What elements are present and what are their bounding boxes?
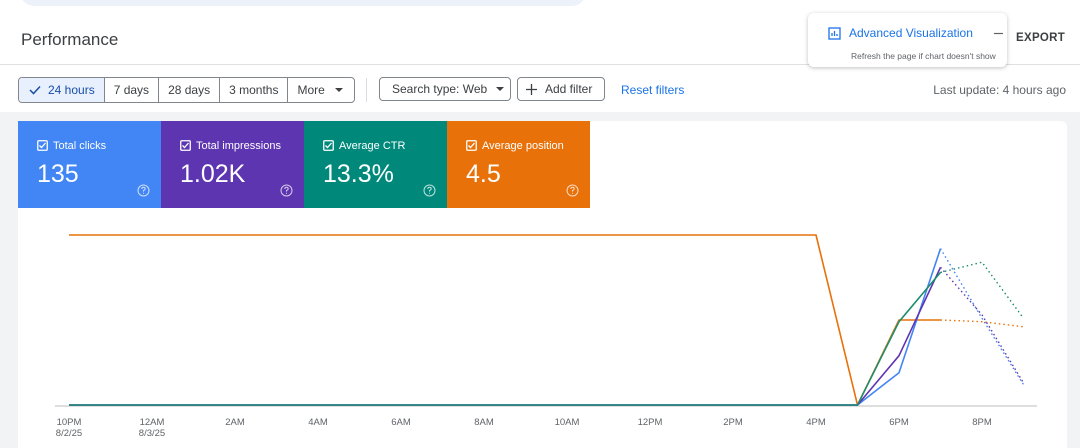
metric-value: 1.02K	[180, 160, 246, 188]
partial-data-line	[939, 248, 1025, 385]
x-tick-label: 10PM	[57, 417, 82, 428]
metric-value: 135	[37, 160, 79, 188]
checkbox-icon[interactable]	[323, 140, 334, 151]
help-icon[interactable]	[280, 184, 293, 197]
page-title: Performance	[21, 30, 119, 49]
x-tick-label: 6PM	[889, 417, 909, 428]
x-tick-label: 4AM	[308, 417, 328, 428]
metric-value: 13.3%	[323, 160, 394, 188]
x-date-label: 8/3/25	[139, 428, 165, 439]
popup-title[interactable]: Advanced Visualization	[849, 26, 973, 40]
help-circle	[566, 184, 579, 197]
metric-label: Average CTR	[339, 140, 406, 152]
date-range-group: 24 hours 7 days 28 days 3 months More	[18, 77, 355, 103]
date-range-chip[interactable]: 7 days	[103, 78, 158, 102]
checkbox-check	[325, 142, 332, 149]
checkbox-box	[323, 140, 334, 151]
x-tick-label: 2PM	[723, 417, 743, 428]
checkbox-icon[interactable]	[466, 140, 477, 151]
header-divider	[0, 64, 1080, 65]
checkbox-box	[466, 140, 477, 151]
add-filter-button[interactable]: Add filter	[517, 77, 605, 101]
date-range-chip[interactable]: More	[287, 78, 353, 102]
checkbox-check	[468, 142, 475, 149]
checkbox-check	[39, 142, 46, 149]
x-tick-label: 12AM	[140, 417, 165, 428]
data-line	[69, 271, 942, 406]
partial-data-line	[939, 266, 1025, 384]
search-bar-edge	[20, 0, 586, 6]
metric-value: 4.5	[466, 160, 501, 188]
help-mark	[284, 186, 289, 194]
help-mark	[427, 186, 432, 194]
date-range-label: 7 days	[113, 83, 150, 97]
data-line	[69, 248, 942, 406]
x-tick-label: 4PM	[806, 417, 826, 428]
export-button[interactable]: EXPORT	[1016, 32, 1066, 44]
x-tick-label: 8PM	[972, 417, 992, 428]
x-tick-label: 10AM	[555, 417, 580, 428]
metric-card[interactable]: Total clicks 135	[18, 121, 161, 208]
minimize-icon[interactable]	[994, 32, 1003, 35]
check-path	[29, 85, 41, 95]
metric-label: Average position	[482, 140, 564, 152]
x-tick-label: 12PM	[638, 417, 663, 428]
help-mark	[570, 186, 575, 194]
add-filter-label: Add filter	[545, 82, 593, 96]
reset-filters-link[interactable]: Reset filters	[621, 83, 685, 97]
dropdown-arrow	[334, 87, 343, 92]
search-type-button[interactable]: Search type: Web	[379, 77, 511, 101]
dropdown-arrow	[496, 86, 505, 91]
date-range-label: 28 days	[168, 83, 211, 97]
date-range-label: 3 months	[229, 83, 279, 97]
date-range-chip[interactable]: 3 months	[219, 78, 287, 102]
advanced-visualization-popup: Advanced Visualization Refresh the page …	[808, 13, 1007, 67]
filter-separator	[366, 78, 367, 102]
help-mark	[141, 186, 146, 194]
x-tick-label: 8AM	[474, 417, 494, 428]
check-icon	[29, 85, 41, 95]
arrow-path	[334, 87, 343, 92]
help-icon[interactable]	[566, 184, 579, 197]
date-range-chip[interactable]: 24 hours	[19, 78, 104, 102]
date-range-label: 24 hours	[48, 83, 95, 97]
search-type-label: Search type: Web	[392, 82, 488, 96]
checkbox-check	[182, 142, 189, 149]
x-tick-label: 6AM	[391, 417, 411, 428]
help-circle	[137, 184, 150, 197]
checkbox-icon[interactable]	[37, 140, 48, 151]
x-date-label: 8/2/25	[56, 428, 82, 439]
metric-card[interactable]: Total impressions 1.02K	[161, 121, 304, 208]
chart-icon	[828, 27, 841, 40]
metric-card[interactable]: Average position 4.5	[447, 121, 590, 208]
partial-data-line	[940, 319, 1024, 328]
date-range-chip[interactable]: 28 days	[158, 78, 219, 102]
checkbox-icon[interactable]	[180, 140, 191, 151]
help-icon[interactable]	[137, 184, 150, 197]
date-range-label: More	[297, 83, 325, 97]
partial-data-line	[940, 261, 1025, 319]
last-update: Last update: 4 hours ago	[933, 83, 1066, 97]
checkbox-box	[180, 140, 191, 151]
checkbox-box	[37, 140, 48, 151]
help-icon[interactable]	[423, 184, 436, 197]
metric-card[interactable]: Average CTR 13.3%	[304, 121, 447, 208]
data-line	[69, 266, 942, 406]
help-circle	[423, 184, 436, 197]
x-tick-label: 2AM	[225, 417, 245, 428]
help-circle	[280, 184, 293, 197]
data-line	[69, 234, 941, 406]
plus-icon	[526, 83, 537, 95]
metric-label: Total clicks	[53, 140, 107, 152]
popup-subtitle: Refresh the page if chart doesn't show	[851, 51, 996, 61]
metric-label: Total impressions	[196, 140, 281, 152]
